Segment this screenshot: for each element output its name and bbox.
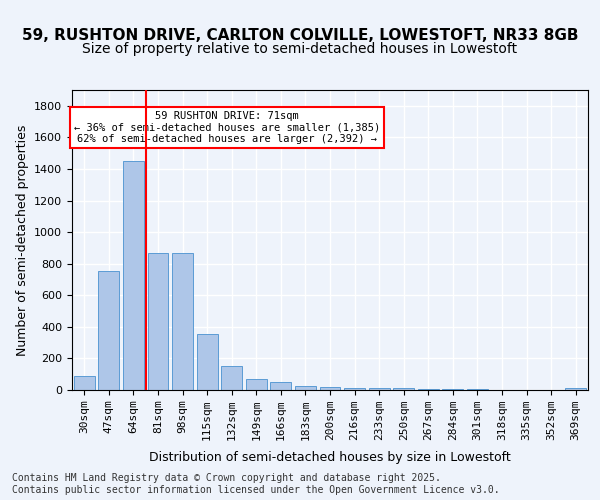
Text: 59 RUSHTON DRIVE: 71sqm
← 36% of semi-detached houses are smaller (1,385)
62% of: 59 RUSHTON DRIVE: 71sqm ← 36% of semi-de… — [74, 111, 380, 144]
Bar — [442, 389, 463, 390]
Bar — [418, 388, 439, 390]
X-axis label: Distribution of semi-detached houses by size in Lowestoft: Distribution of semi-detached houses by … — [149, 452, 511, 464]
Bar — [271, 382, 292, 390]
Bar — [467, 389, 488, 390]
Bar — [172, 252, 193, 390]
Bar — [565, 388, 586, 390]
Text: Contains HM Land Registry data © Crown copyright and database right 2025.
Contai: Contains HM Land Registry data © Crown c… — [12, 474, 500, 495]
Bar — [246, 379, 267, 390]
Bar — [197, 334, 218, 390]
Bar — [368, 388, 389, 390]
Bar — [393, 388, 414, 390]
Bar — [74, 376, 95, 390]
Bar — [320, 387, 340, 390]
Y-axis label: Number of semi-detached properties: Number of semi-detached properties — [16, 124, 29, 356]
Bar — [148, 252, 169, 390]
Text: 59, RUSHTON DRIVE, CARLTON COLVILLE, LOWESTOFT, NR33 8GB: 59, RUSHTON DRIVE, CARLTON COLVILLE, LOW… — [22, 28, 578, 42]
Bar — [295, 386, 316, 390]
Text: Size of property relative to semi-detached houses in Lowestoft: Size of property relative to semi-detach… — [82, 42, 518, 56]
Bar — [344, 388, 365, 390]
Bar — [123, 161, 144, 390]
Bar — [98, 271, 119, 390]
Bar — [221, 366, 242, 390]
